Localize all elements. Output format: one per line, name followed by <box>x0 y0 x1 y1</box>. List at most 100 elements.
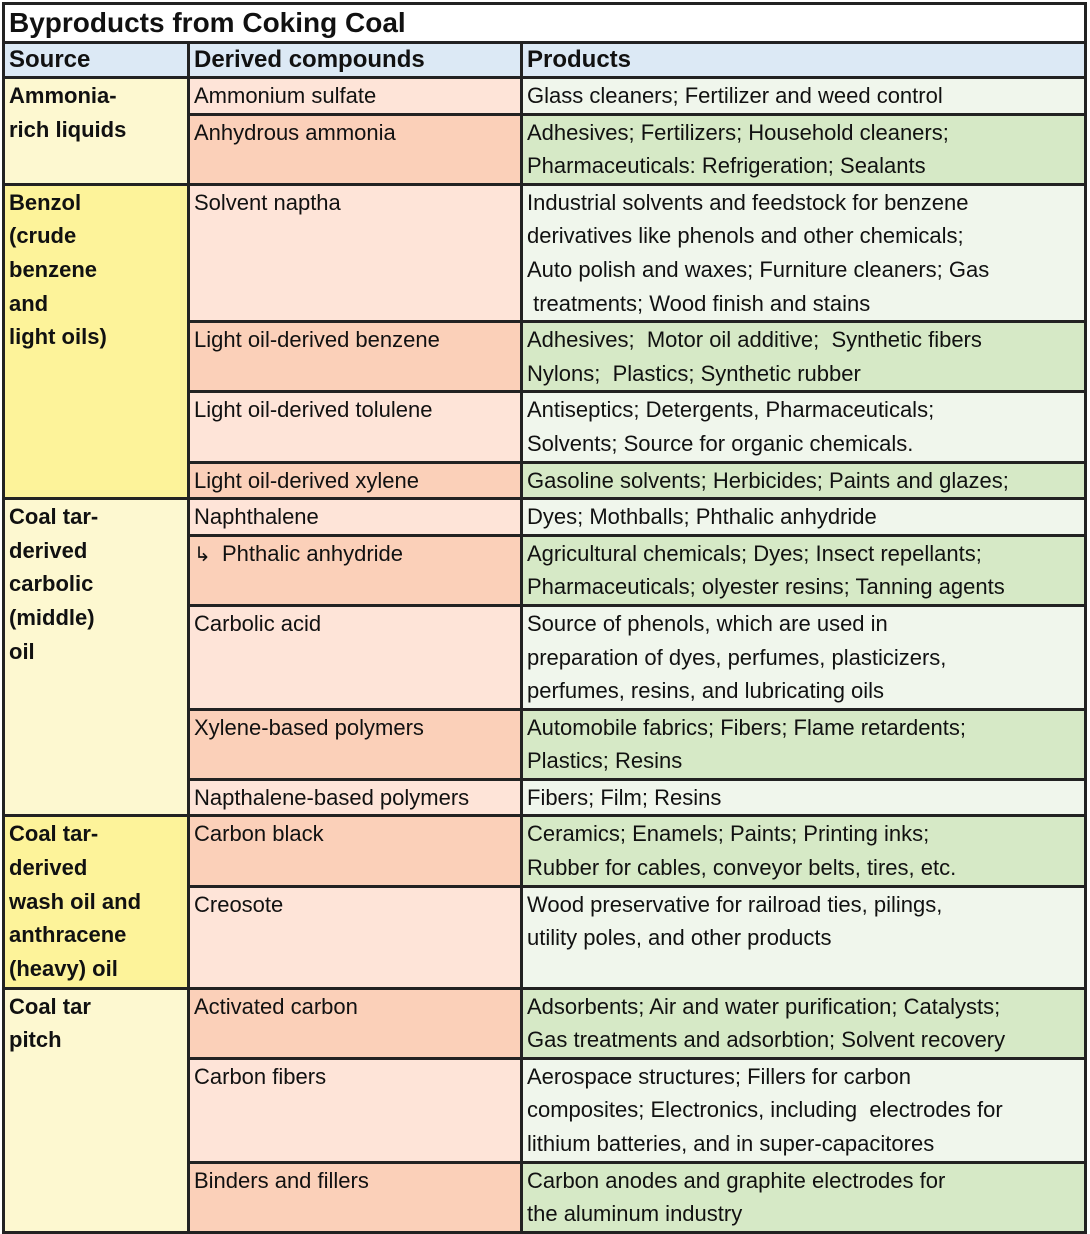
products-line: lithium batteries, and in super-capacito… <box>527 1131 935 1157</box>
products-cell: Dyes; Mothballs; Phthalic anhydride <box>519 497 1088 537</box>
derived-compound-cell: Carbon fibers <box>187 1056 523 1164</box>
header-products: Products <box>519 41 1088 79</box>
products-cell: Wood preservative for railroad ties, pil… <box>519 884 1088 990</box>
derived-compound-name: Binders and fillers <box>194 1167 369 1193</box>
products-line: Source of phenols, which are used in <box>527 610 888 636</box>
derived-compound-cell: Carbolic acid <box>187 603 523 711</box>
table-row: Coal tar-derived wash oil and anthracene (h… <box>2 814 1088 990</box>
products-cell: Glass cleaners; Fertilizer and weed cont… <box>519 76 1088 116</box>
products-line: Agricultural chemicals; Dyes; Insect rep… <box>527 540 982 566</box>
products-line: Plastics; Resins <box>527 748 683 774</box>
derived-compound-cell: Napthalene-based polymers <box>187 777 523 818</box>
products-line: Fibers; Film; Resins <box>527 784 722 810</box>
derived-compound-name: Ammonium sulfate <box>194 83 377 108</box>
source-line: rich liquids <box>9 116 127 142</box>
products-line: derivatives like phenols and other chemi… <box>527 223 964 249</box>
table-title: Byproducts from Coking Coal <box>1 2 1088 44</box>
products-line: Ceramics; Enamels; Paints; Printing inks… <box>527 821 930 847</box>
source-line: Coal tar- <box>9 821 99 847</box>
table-row: ↳ Phthalic anhydride Agricultural chemical… <box>4 533 1088 607</box>
products-cell: Adsorbents; Air and water purification; … <box>519 986 1088 1060</box>
source-cell: Coal tar-derived carbolic (middle) oil <box>2 497 190 818</box>
products-line: Rubber for cables, conveyor belts, tires… <box>527 855 957 881</box>
products-cell: Automobile fabrics; Fibers; Flame retard… <box>519 707 1088 781</box>
derived-compound-name: Phthalic anhydride <box>222 540 404 566</box>
source-line: Benzol <box>9 189 82 215</box>
source-line: benzene <box>9 256 98 282</box>
products-cell: Agricultural chemicals; Dyes; Insect rep… <box>519 533 1088 607</box>
derived-compound-cell: Light oil-derived xylene <box>187 460 523 501</box>
source-line: Ammonia- <box>9 83 117 108</box>
products-line: Gasoline solvents; Herbicides; Paints an… <box>527 467 1009 493</box>
source-cell: Ammonia-rich liquids <box>2 76 190 186</box>
derived-compound-name: Anhydrous ammonia <box>194 119 396 145</box>
products-cell: Gasoline solvents; Herbicides; Paints an… <box>519 460 1088 501</box>
products-line: Adhesives; Motor oil additive; Synthetic… <box>527 327 982 353</box>
derived-compound-name: Solvent naptha <box>194 189 341 215</box>
derived-compound-name: Activated carbon <box>194 993 358 1019</box>
source-line: derived <box>9 855 88 881</box>
table-row: Carbon fibers Aerospace structures; Fille… <box>4 1056 1088 1164</box>
source-line: Coal tar <box>9 993 91 1019</box>
products-line: Automobile fabrics; Fibers; Flame retard… <box>527 714 966 740</box>
header-derived-compounds: Derived compounds <box>187 41 523 79</box>
products-line: the aluminum industry <box>527 1201 743 1227</box>
source-line: (crude <box>9 223 77 249</box>
products-cell: Adhesives; Fertilizers; Household cleane… <box>519 112 1088 186</box>
header-source: Source <box>2 41 190 79</box>
products-line: Pharmaceuticals: Refrigeration; Sealants <box>527 153 926 179</box>
source-line: wash oil and <box>9 888 142 914</box>
source-line: and <box>9 290 49 316</box>
derived-compound-cell: Light oil-derived benzene <box>187 320 523 394</box>
products-line: Glass cleaners; Fertilizer and weed cont… <box>527 83 943 108</box>
products-cell: Antiseptics; Detergents, Pharmaceuticals… <box>519 390 1088 464</box>
table-row: Napthalene-based polymers Fibers; Film; R… <box>4 777 1088 818</box>
source-line: anthracene <box>9 922 127 948</box>
derived-compound-name: Carbon black <box>194 821 324 847</box>
products-line: treatments; Wood finish and stains <box>527 290 871 316</box>
products-line: Dyes; Mothballs; Phthalic anhydride <box>527 504 877 530</box>
source-cell: Coal tar-derived wash oil and anthracene (h… <box>2 814 190 990</box>
table-row: Light oil-derived xylene Gasoline solvent… <box>4 460 1088 501</box>
derived-compound-cell: Light oil-derived tolulene <box>187 390 523 464</box>
products-cell: Carbon anodes and graphite electrodes fo… <box>519 1160 1088 1234</box>
table-row: Coal tar pitch Activated carbon Adsorbents;… <box>2 986 1088 1234</box>
products-line: composites; Electronics, including elect… <box>527 1097 1003 1123</box>
derived-compound-cell: Xylene-based polymers <box>187 707 523 781</box>
table-row: Creosote Wood preservative for railroad t… <box>4 884 1088 990</box>
table-row: Anhydrous ammonia Adhesives; Fertilizers;… <box>4 112 1088 186</box>
products-cell: Fibers; Film; Resins <box>519 777 1088 818</box>
derived-compound-cell: Ammonium sulfate <box>187 76 523 116</box>
products-line: Industrial solvents and feedstock for be… <box>527 189 969 215</box>
source-line: Coal tar- <box>9 504 99 530</box>
table-row: Benzol (crude benzene and light oils) Solvent… <box>2 182 1088 501</box>
derived-compound-cell: Carbon black <box>187 814 523 888</box>
derived-compound-name: Carbolic acid <box>194 610 322 636</box>
title-row: Byproducts from Coking Coal <box>1 2 1088 44</box>
products-line: Nylons; Plastics; Synthetic rubber <box>527 360 861 386</box>
derived-compound-cell: Naphthalene <box>187 497 523 537</box>
source-line: carbolic <box>9 571 94 597</box>
source-line: pitch <box>9 1027 62 1053</box>
derived-compound-name: Light oil-derived tolulene <box>194 397 433 423</box>
source-line: (middle) <box>9 604 95 630</box>
derived-compound-cell: Activated carbon <box>187 986 523 1060</box>
source-cell: Benzol (crude benzene and light oils) <box>2 182 190 501</box>
derived-compound-name: Naphthalene <box>194 504 319 530</box>
products-line: preparation of dyes, perfumes, plasticiz… <box>527 644 947 670</box>
derived-compound-name: Xylene-based polymers <box>194 714 424 740</box>
products-cell: Source of phenols, which are used in prep… <box>519 603 1088 711</box>
products-line: Adhesives; Fertilizers; Household cleane… <box>527 119 949 145</box>
products-line: Adsorbents; Air and water purification; … <box>527 993 1001 1019</box>
source-line: derived <box>9 537 88 563</box>
products-line: Auto polish and waxes; Furniture cleaner… <box>527 256 990 282</box>
derived-compound-name: Light oil-derived xylene <box>194 467 420 493</box>
table-row: Ammonia-rich liquids Ammonium sulfate Glas… <box>2 76 1088 186</box>
products-cell: Aerospace structures; Fillers for carbon… <box>519 1056 1088 1164</box>
derived-compound-cell: Binders and fillers <box>187 1160 523 1234</box>
products-line: Solvents; Source for organic chemicals. <box>527 430 914 456</box>
products-line: Gas treatments and adsorbtion; Solvent r… <box>527 1027 1006 1053</box>
source-line: oil <box>9 638 35 664</box>
